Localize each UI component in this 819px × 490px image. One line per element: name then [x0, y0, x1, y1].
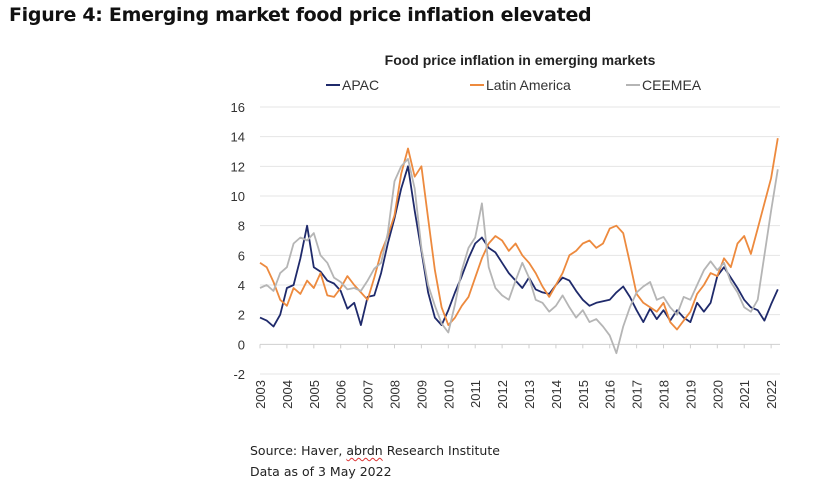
- x-tick-label: 2003: [253, 380, 268, 409]
- x-tick-label: 2019: [683, 380, 698, 409]
- y-axis-ticks: -2 0 2 4 6 8 10 12 14 16: [231, 100, 245, 382]
- figure-title: Figure 4: Emerging market food price inf…: [9, 4, 592, 26]
- data-date-note: Data as of 3 May 2022: [250, 464, 392, 479]
- y-tick-label: 14: [231, 130, 245, 145]
- x-tick-label: 2009: [414, 380, 429, 409]
- x-tick-label: 2021: [737, 380, 752, 409]
- x-tick-label: 2010: [441, 380, 456, 409]
- chart-footer: Source: Haver, abrdn Research Institute …: [250, 440, 500, 482]
- x-tick-label: 2020: [710, 380, 725, 409]
- x-tick-label: 2022: [764, 380, 779, 409]
- y-tick-label: 0: [238, 337, 245, 352]
- series-lines: [259, 138, 779, 355]
- x-tick-label: 2018: [657, 380, 672, 409]
- x-tick-label: 2014: [549, 380, 564, 409]
- y-tick-label: -2: [233, 367, 245, 382]
- legend-item-ceemea: CEEMEA: [626, 77, 701, 93]
- x-tick-label: 2012: [495, 380, 510, 409]
- chart-legend: APAC Latin America CEEMEA: [0, 77, 819, 97]
- source-flagged-word: abrdn: [346, 443, 383, 458]
- y-tick-label: 8: [238, 219, 245, 234]
- x-tick-label: 2015: [576, 380, 591, 409]
- legend-swatch-latin-america: [470, 84, 484, 86]
- x-tick-label: 2005: [307, 380, 322, 409]
- x-tick-label: 2017: [630, 380, 645, 409]
- x-tick-label: 2004: [280, 380, 295, 409]
- source-note: Source: Haver, abrdn Research Institute: [250, 440, 500, 461]
- series-line-ceemea: [259, 157, 779, 355]
- legend-label-apac: APAC: [342, 77, 380, 93]
- y-tick-label: 16: [231, 100, 245, 115]
- source-suffix: Research Institute: [382, 443, 500, 458]
- y-tick-label: 10: [231, 189, 245, 204]
- legend-label-latin-america: Latin America: [486, 77, 571, 93]
- x-axis: 2003 2004 2005 2006 2007 2008 2009 2010 2011 2012…: [253, 343, 780, 409]
- x-tick-label: 2008: [388, 380, 403, 409]
- legend-label-ceemea: CEEMEA: [642, 77, 702, 93]
- y-tick-label: 12: [231, 159, 245, 174]
- legend-swatch-apac: [326, 84, 340, 86]
- series-line-latin-america: [259, 138, 779, 331]
- source-prefix: Source: Haver,: [250, 443, 347, 458]
- legend-item-latin-america: Latin America: [470, 77, 571, 93]
- y-tick-label: 2: [238, 308, 245, 323]
- x-tick-label: 2007: [361, 380, 376, 409]
- gridlines: [260, 106, 780, 375]
- x-tick-label: 2011: [468, 380, 483, 408]
- legend-item-apac: APAC: [326, 77, 379, 93]
- legend-swatch-ceemea: [626, 84, 640, 86]
- y-tick-label: 6: [238, 248, 245, 263]
- x-tick-label: 2013: [522, 380, 537, 409]
- series-line-apac: [259, 165, 779, 328]
- x-tick-label: 2006: [334, 380, 349, 409]
- x-tick-label: 2016: [603, 380, 618, 409]
- chart-title: Food price inflation in emerging markets: [384, 52, 656, 68]
- y-tick-label: 4: [238, 278, 245, 293]
